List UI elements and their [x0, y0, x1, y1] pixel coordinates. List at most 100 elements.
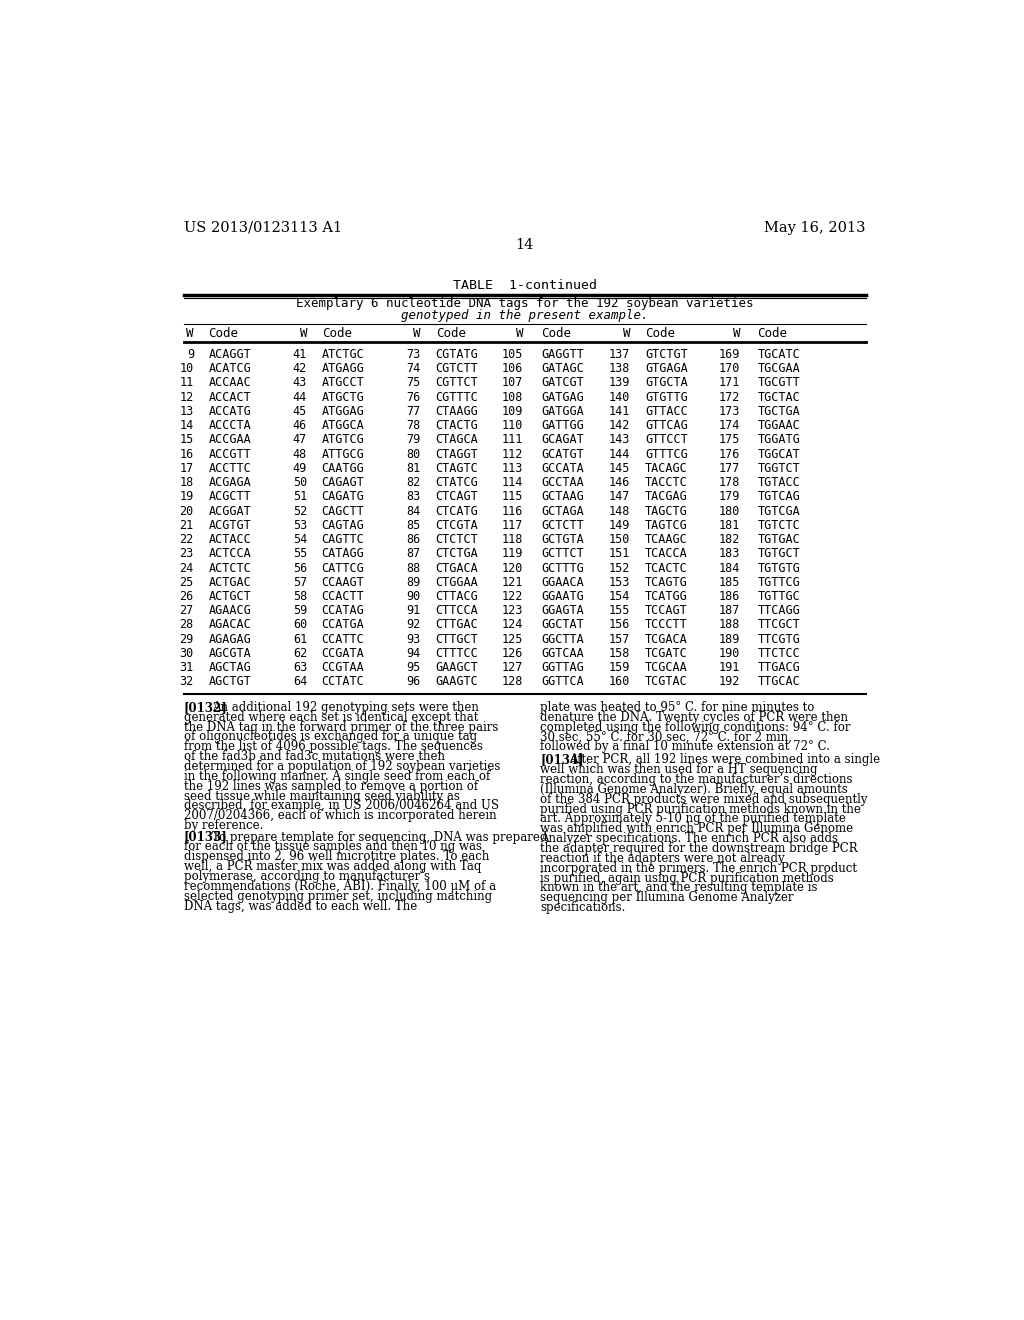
Text: 46: 46 — [293, 418, 307, 432]
Text: ACCGAA: ACCGAA — [209, 433, 251, 446]
Text: of the fad3b and fad3c mutations were then: of the fad3b and fad3c mutations were th… — [183, 750, 444, 763]
Text: purified using PCR purification methods known in the: purified using PCR purification methods … — [541, 803, 861, 816]
Text: 56: 56 — [293, 561, 307, 574]
Text: ACATCG: ACATCG — [209, 362, 251, 375]
Text: GCTCTT: GCTCTT — [541, 519, 584, 532]
Text: sequencing per Illumina Genome Analyzer: sequencing per Illumina Genome Analyzer — [541, 891, 794, 904]
Text: CAGAGT: CAGAGT — [322, 477, 365, 488]
Text: 107: 107 — [502, 376, 523, 389]
Text: 91: 91 — [407, 605, 421, 618]
Text: 110: 110 — [502, 418, 523, 432]
Text: TGTACC: TGTACC — [758, 477, 800, 488]
Text: completed using the following conditions: 94° C. for: completed using the following conditions… — [541, 721, 851, 734]
Text: was amplified with enrich PCR per Illumina Genome: was amplified with enrich PCR per Illumi… — [541, 822, 853, 836]
Text: 58: 58 — [293, 590, 307, 603]
Text: the DNA tag in the forward primer of the three pairs: the DNA tag in the forward primer of the… — [183, 721, 498, 734]
Text: 108: 108 — [502, 391, 523, 404]
Text: 81: 81 — [407, 462, 421, 475]
Text: reaction, according to the manufacturer’s directions: reaction, according to the manufacturer’… — [541, 774, 853, 785]
Text: CCAAGT: CCAAGT — [322, 576, 365, 589]
Text: 121: 121 — [502, 576, 523, 589]
Text: 84: 84 — [407, 504, 421, 517]
Text: incorporated in the primers. The enrich PCR product: incorporated in the primers. The enrich … — [541, 862, 857, 875]
Text: TABLE  1-continued: TABLE 1-continued — [453, 280, 597, 292]
Text: 175: 175 — [719, 433, 740, 446]
Text: TCGACA: TCGACA — [645, 632, 688, 645]
Text: GCAGAT: GCAGAT — [541, 433, 584, 446]
Text: TCGATC: TCGATC — [645, 647, 688, 660]
Text: GGCTAT: GGCTAT — [541, 619, 584, 631]
Text: 125: 125 — [502, 632, 523, 645]
Text: TGTGTG: TGTGTG — [758, 561, 800, 574]
Text: 176: 176 — [719, 447, 740, 461]
Text: 18: 18 — [179, 477, 194, 488]
Text: CGTATG: CGTATG — [435, 348, 478, 360]
Text: After PCR, all 192 lines were combined into a single: After PCR, all 192 lines were combined i… — [569, 754, 880, 766]
Text: W: W — [623, 327, 630, 341]
Text: To prepare template for sequencing, DNA was prepared: To prepare template for sequencing, DNA … — [212, 830, 548, 843]
Text: GTTTCG: GTTTCG — [645, 447, 688, 461]
Text: 127: 127 — [502, 661, 523, 675]
Text: TACAGC: TACAGC — [645, 462, 688, 475]
Text: GTGCTA: GTGCTA — [645, 376, 688, 389]
Text: CCTATC: CCTATC — [322, 676, 365, 689]
Text: 83: 83 — [407, 490, 421, 503]
Text: CAGATG: CAGATG — [322, 490, 365, 503]
Text: dispensed into 2, 96 well microtitre plates. To each: dispensed into 2, 96 well microtitre pla… — [183, 850, 489, 863]
Text: TTCTCC: TTCTCC — [758, 647, 800, 660]
Text: 11: 11 — [179, 376, 194, 389]
Text: GAGGTT: GAGGTT — [541, 348, 584, 360]
Text: ACCTTC: ACCTTC — [209, 462, 251, 475]
Text: 184: 184 — [719, 561, 740, 574]
Text: 93: 93 — [407, 632, 421, 645]
Text: [0133]: [0133] — [183, 830, 227, 843]
Text: 190: 190 — [719, 647, 740, 660]
Text: Code: Code — [322, 327, 352, 341]
Text: 62: 62 — [293, 647, 307, 660]
Text: 180: 180 — [719, 504, 740, 517]
Text: 192: 192 — [719, 676, 740, 689]
Text: 115: 115 — [502, 490, 523, 503]
Text: 55: 55 — [293, 548, 307, 560]
Text: 160: 160 — [609, 676, 630, 689]
Text: TGCTAC: TGCTAC — [758, 391, 800, 404]
Text: 189: 189 — [719, 632, 740, 645]
Text: CCATAG: CCATAG — [322, 605, 365, 618]
Text: 14: 14 — [179, 418, 194, 432]
Text: 41: 41 — [293, 348, 307, 360]
Text: (Illumina Genome Analyzer). Briefly, equal amounts: (Illumina Genome Analyzer). Briefly, equ… — [541, 783, 848, 796]
Text: 75: 75 — [407, 376, 421, 389]
Text: 87: 87 — [407, 548, 421, 560]
Text: described, for example, in US 2006/0046264 and US: described, for example, in US 2006/00462… — [183, 800, 499, 812]
Text: 122: 122 — [502, 590, 523, 603]
Text: AGAGAG: AGAGAG — [209, 632, 251, 645]
Text: GTTCAG: GTTCAG — [645, 418, 688, 432]
Text: TTCGCT: TTCGCT — [758, 619, 800, 631]
Text: W: W — [516, 327, 523, 341]
Text: 79: 79 — [407, 433, 421, 446]
Text: 171: 171 — [719, 376, 740, 389]
Text: US 2013/0123113 A1: US 2013/0123113 A1 — [183, 220, 342, 235]
Text: TGGATG: TGGATG — [758, 433, 800, 446]
Text: TAGCTG: TAGCTG — [645, 504, 688, 517]
Text: Code: Code — [435, 327, 466, 341]
Text: CAATGG: CAATGG — [322, 462, 365, 475]
Text: 13: 13 — [179, 405, 194, 418]
Text: ATGCCT: ATGCCT — [322, 376, 365, 389]
Text: 12: 12 — [179, 391, 194, 404]
Text: GCTGTA: GCTGTA — [541, 533, 584, 546]
Text: 28: 28 — [179, 619, 194, 631]
Text: TGTCGA: TGTCGA — [758, 504, 800, 517]
Text: ACTCTC: ACTCTC — [209, 561, 251, 574]
Text: 20: 20 — [179, 504, 194, 517]
Text: 77: 77 — [407, 405, 421, 418]
Text: 118: 118 — [502, 533, 523, 546]
Text: 24: 24 — [179, 561, 194, 574]
Text: 157: 157 — [609, 632, 630, 645]
Text: 114: 114 — [502, 477, 523, 488]
Text: GGCTTA: GGCTTA — [541, 632, 584, 645]
Text: 42: 42 — [293, 362, 307, 375]
Text: 19: 19 — [179, 490, 194, 503]
Text: 50: 50 — [293, 477, 307, 488]
Text: genotyped in the present example.: genotyped in the present example. — [401, 309, 648, 322]
